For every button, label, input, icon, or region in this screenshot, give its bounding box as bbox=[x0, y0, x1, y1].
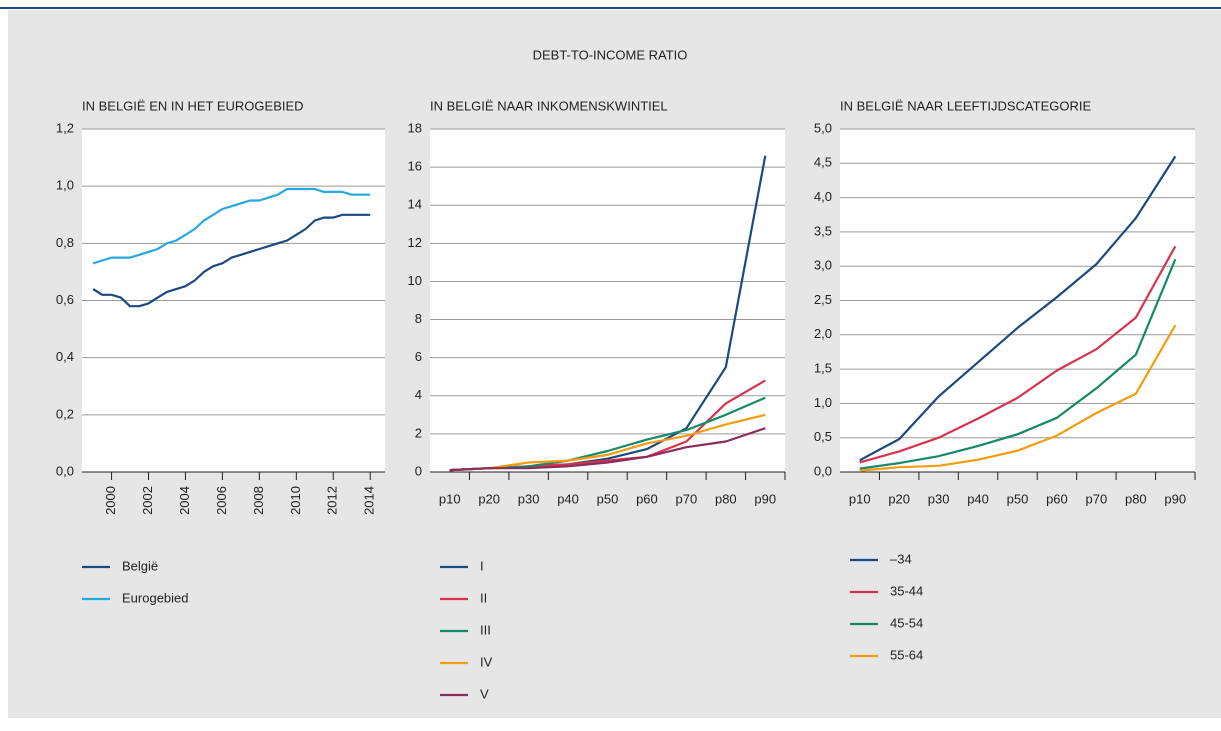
y-tick-label: 2 bbox=[415, 425, 422, 440]
x-tick-label: p70 bbox=[1086, 491, 1108, 506]
y-tick-label: 0,8 bbox=[56, 235, 74, 250]
y-tick-label: 16 bbox=[408, 159, 422, 174]
y-tick-label: 10 bbox=[408, 273, 422, 288]
x-tick-label: p10 bbox=[439, 491, 461, 506]
series-line bbox=[92, 213, 371, 308]
y-tick-label: 1,5 bbox=[814, 361, 832, 376]
x-tick-label: p30 bbox=[518, 491, 540, 506]
y-tick-label: 0 bbox=[415, 463, 422, 478]
legend-label: Eurogebied bbox=[122, 590, 189, 605]
x-tick-label: p40 bbox=[557, 491, 579, 506]
legend-label: 45-54 bbox=[890, 615, 923, 630]
x-tick-label: 2008 bbox=[251, 486, 266, 515]
x-tick-label: 2010 bbox=[288, 486, 303, 515]
legend-label: V bbox=[480, 686, 489, 701]
y-tick-label: 3,0 bbox=[814, 258, 832, 273]
y-tick-label: 4,0 bbox=[814, 189, 832, 204]
legend-label: 55-64 bbox=[890, 647, 923, 662]
series-line bbox=[859, 245, 1177, 464]
x-tick-label: p50 bbox=[1007, 491, 1029, 506]
y-tick-label: 4 bbox=[415, 387, 422, 402]
x-tick-label: 2002 bbox=[140, 486, 155, 515]
x-tick-label: p80 bbox=[715, 491, 737, 506]
chart-subtitle: IN BELGIË EN IN HET EUROGEBIED bbox=[82, 98, 304, 113]
x-tick-label: p90 bbox=[1164, 491, 1186, 506]
series-line bbox=[859, 155, 1177, 462]
y-tick-label: 0,2 bbox=[56, 406, 74, 421]
legend-label: II bbox=[480, 590, 487, 605]
x-tick-label: p20 bbox=[478, 491, 500, 506]
x-tick-label: 2006 bbox=[214, 486, 229, 515]
x-tick-label: p60 bbox=[1046, 491, 1068, 506]
legend-label: I bbox=[480, 558, 484, 573]
y-tick-label: 1,2 bbox=[56, 120, 74, 135]
plot-area bbox=[430, 129, 785, 472]
y-tick-label: 12 bbox=[408, 235, 422, 250]
x-tick-label: p70 bbox=[676, 491, 698, 506]
x-tick-label: 2012 bbox=[325, 486, 340, 515]
x-tick-label: p30 bbox=[928, 491, 950, 506]
series-line bbox=[92, 187, 371, 265]
y-tick-label: 0,0 bbox=[56, 463, 74, 478]
legend-label: –34 bbox=[890, 551, 912, 566]
series-line bbox=[449, 427, 766, 472]
y-tick-label: 0,5 bbox=[814, 429, 832, 444]
x-tick-label: p90 bbox=[754, 491, 776, 506]
y-tick-label: 0,6 bbox=[56, 292, 74, 307]
x-tick-label: p50 bbox=[597, 491, 619, 506]
y-tick-label: 8 bbox=[415, 311, 422, 326]
x-tick-label: p60 bbox=[636, 491, 658, 506]
legend-label: België bbox=[122, 558, 158, 573]
x-tick-label: p10 bbox=[849, 491, 871, 506]
y-tick-label: 2,0 bbox=[814, 326, 832, 341]
series-line bbox=[859, 324, 1177, 472]
x-tick-label: p80 bbox=[1125, 491, 1147, 506]
y-tick-label: 1,0 bbox=[56, 178, 74, 193]
y-tick-label: 0,4 bbox=[56, 349, 74, 364]
y-tick-label: 2,5 bbox=[814, 292, 832, 307]
legend-label: 35-44 bbox=[890, 583, 923, 598]
y-tick-label: 14 bbox=[408, 197, 422, 212]
y-tick-label: 0,0 bbox=[814, 463, 832, 478]
legend-label: IV bbox=[480, 654, 493, 669]
y-tick-label: 4,5 bbox=[814, 155, 832, 170]
y-tick-label: 6 bbox=[415, 349, 422, 364]
x-tick-label: 2000 bbox=[103, 486, 118, 515]
legend-label: III bbox=[480, 622, 491, 637]
chart-subtitle: IN BELGIË NAAR LEEFTIJDSCATEGORIE bbox=[840, 98, 1091, 113]
figure-title: DEBT-TO-INCOME RATIO bbox=[533, 47, 688, 62]
y-tick-label: 3,5 bbox=[814, 223, 832, 238]
x-tick-label: p40 bbox=[967, 491, 989, 506]
x-tick-label: p20 bbox=[888, 491, 910, 506]
x-tick-label: 2014 bbox=[362, 486, 377, 515]
y-tick-label: 1,0 bbox=[814, 395, 832, 410]
series-line bbox=[859, 258, 1177, 470]
x-tick-label: 2004 bbox=[177, 486, 192, 515]
series-line bbox=[449, 413, 766, 472]
y-tick-label: 5,0 bbox=[814, 120, 832, 135]
chart-subtitle: IN BELGIË NAAR INKOMENSKWINTIEL bbox=[430, 98, 668, 113]
y-tick-label: 18 bbox=[408, 120, 422, 135]
